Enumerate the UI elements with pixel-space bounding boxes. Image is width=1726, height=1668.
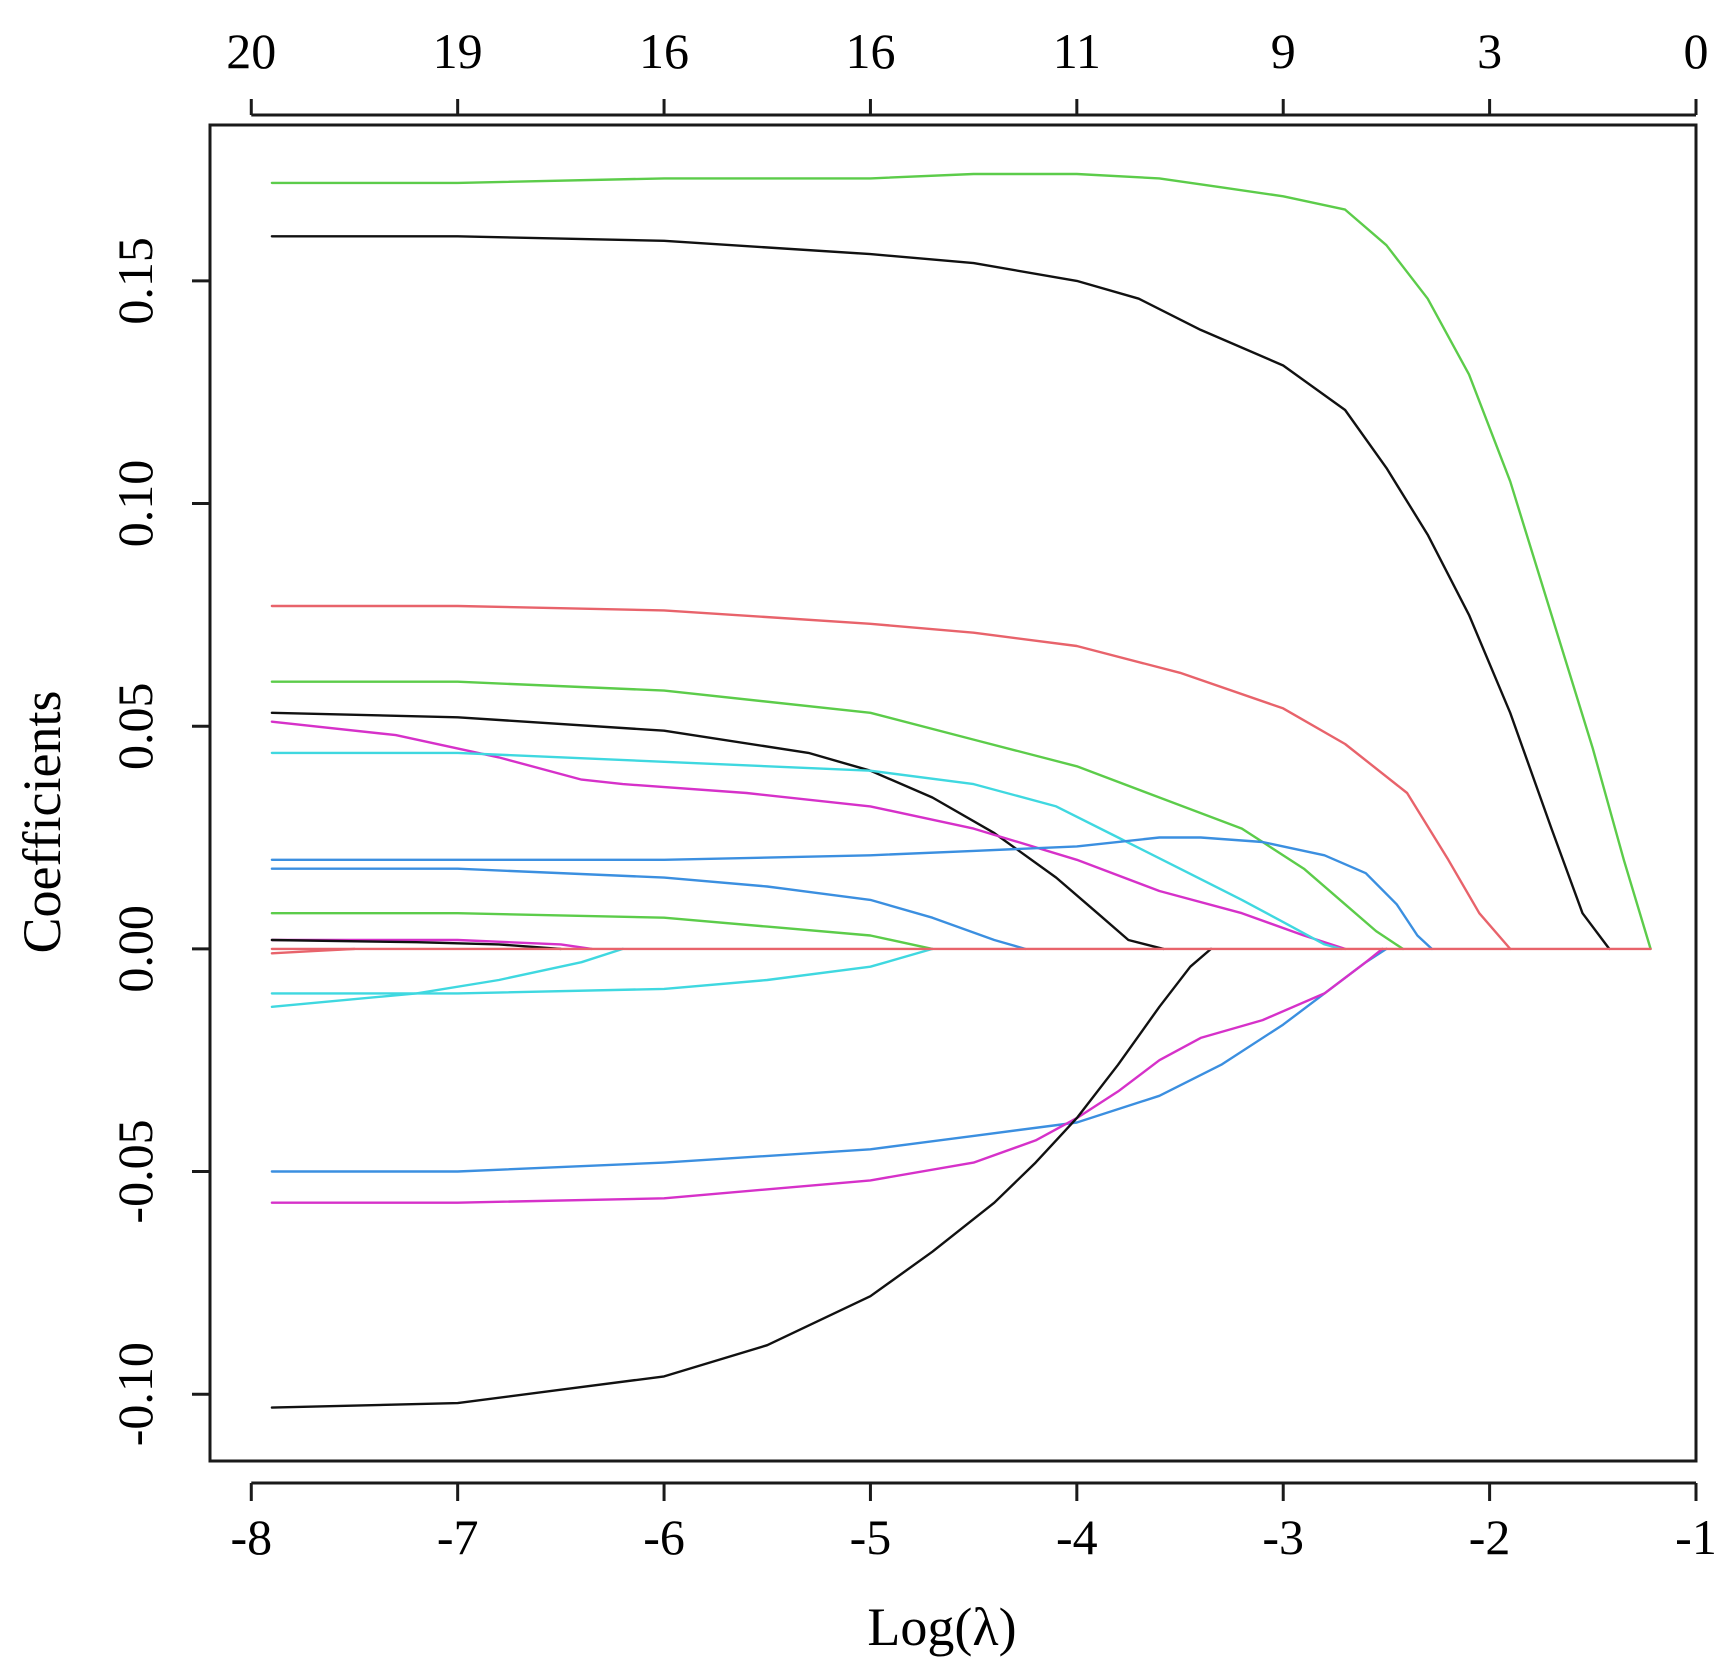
top-tick-label: 0 (1684, 23, 1709, 79)
x-tick-label: -3 (1262, 1509, 1304, 1565)
y-tick-label: 0.10 (107, 460, 163, 548)
top-tick-label: 9 (1271, 23, 1296, 79)
y-tick-label: 0.15 (107, 237, 163, 325)
y-axis-title: Coefficients (12, 691, 72, 954)
series-line-15 (270, 947, 934, 995)
series-line-4 (270, 680, 1405, 951)
top-tick-label: 11 (1053, 23, 1101, 79)
top-tick-label: 3 (1477, 23, 1502, 79)
x-tick-label: -8 (230, 1509, 272, 1565)
series-line-2 (270, 235, 1611, 951)
series-line-14 (270, 947, 624, 1008)
series-line-3 (270, 604, 1512, 951)
series-line-16 (270, 947, 1388, 1173)
series-line-8 (270, 836, 1434, 951)
top-tick-label: 16 (639, 23, 689, 79)
plot-frame (208, 123, 1698, 1463)
series-line-7 (270, 751, 1343, 951)
y-tick-label: 0.00 (107, 905, 163, 993)
series-line-1 (270, 172, 1652, 951)
series-layer (270, 172, 1652, 1409)
series-line-17 (270, 947, 1384, 1204)
x-tick-label: -4 (1056, 1509, 1098, 1565)
y-tick-label: 0.05 (107, 682, 163, 770)
series-line-6 (270, 720, 1347, 951)
x-axis-title: Log(λ) (867, 1597, 1016, 1657)
series-line-9 (270, 867, 1027, 951)
series-line-10 (270, 912, 934, 951)
top-tick-label: 19 (433, 23, 483, 79)
x-tick-label: -7 (437, 1509, 479, 1565)
x-tick-label: -6 (643, 1509, 685, 1565)
y-tick-label: -0.05 (107, 1119, 163, 1223)
top-tick-label: 16 (845, 23, 895, 79)
left-y-axis: -0.10 -0.05 0.00 0.05 0.10 0.15 (107, 237, 212, 1446)
series-line-11 (270, 938, 593, 951)
top-x-axis: 20 19 16 16 11 9 3 0 (226, 23, 1709, 117)
top-tick-label: 20 (226, 23, 276, 79)
x-tick-label: -1 (1675, 1509, 1717, 1565)
x-tick-label: -2 (1469, 1509, 1511, 1565)
series-line-12 (270, 938, 563, 951)
series-line-18 (270, 947, 1213, 1409)
y-tick-label: -0.10 (107, 1342, 163, 1446)
bottom-x-axis: -8 -7 -6 -5 -4 -3 -2 -1 (230, 1481, 1717, 1565)
series-line-5 (270, 711, 1165, 951)
x-tick-label: -5 (850, 1509, 892, 1565)
